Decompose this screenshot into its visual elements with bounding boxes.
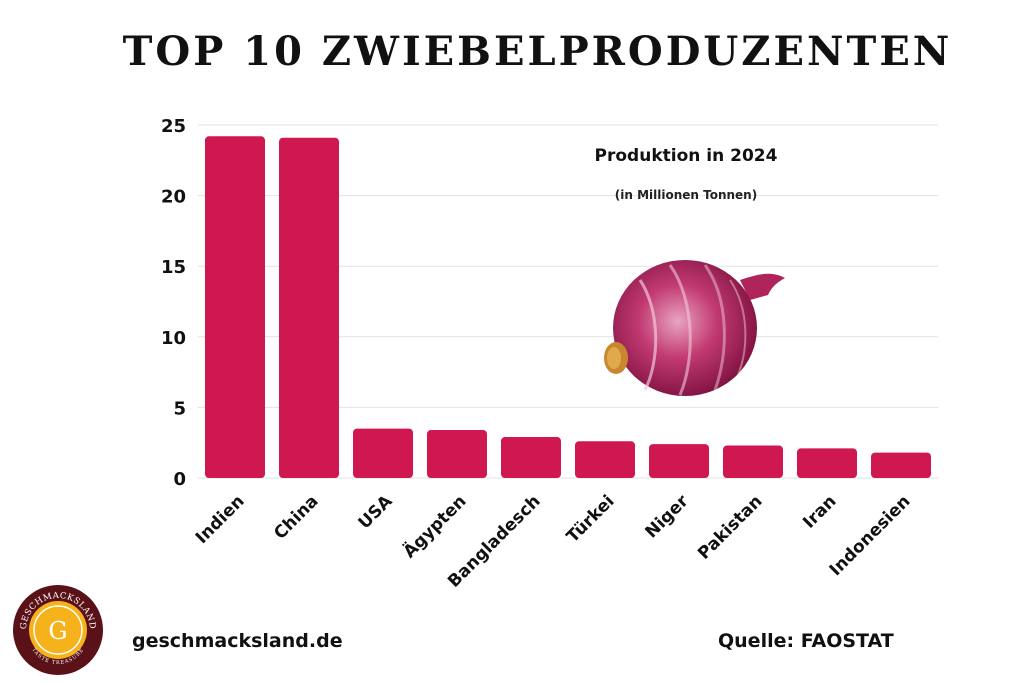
y-tick-label: 10 [161, 328, 186, 349]
chart-subtitle: Produktion in 2024 [594, 146, 778, 166]
x-tick-label: Pakistan [694, 491, 766, 563]
bar [427, 429, 487, 478]
bar [205, 136, 265, 478]
geschmacksland-logo: G GESCHMACKSLAND TASTE TREASURE [13, 585, 103, 675]
x-tick-label: Niger [642, 491, 693, 542]
x-tick-label: Türkei [563, 491, 619, 547]
x-tick-label: USA [355, 491, 397, 533]
website-link[interactable]: geschmacksland.de [132, 630, 343, 652]
x-tick-label: Iran [799, 491, 840, 532]
bar [723, 445, 783, 478]
x-tick-label: Ägypten [398, 490, 470, 562]
y-tick-label: 5 [173, 398, 186, 419]
bar [279, 137, 339, 478]
bar [501, 437, 561, 478]
source-note: Quelle: FAOSTAT [718, 630, 894, 652]
x-tick-label: Indien [192, 491, 249, 548]
chart-title: TOP 10 ZWIEBELPRODUZENTEN [122, 28, 953, 75]
y-tick-label: 25 [161, 116, 186, 137]
unit-note: (in Millionen Tonnen) [614, 188, 758, 202]
y-tick-label: 15 [161, 257, 186, 278]
y-tick-label: 0 [173, 469, 186, 490]
logo-letter: G [48, 617, 67, 645]
bar [353, 428, 413, 478]
y-tick-label: 20 [161, 187, 186, 208]
bar [575, 441, 635, 478]
onion-illustration [604, 260, 785, 396]
bar [871, 452, 931, 478]
x-tick-label: China [270, 491, 322, 543]
bar [649, 444, 709, 478]
bar [797, 448, 857, 478]
